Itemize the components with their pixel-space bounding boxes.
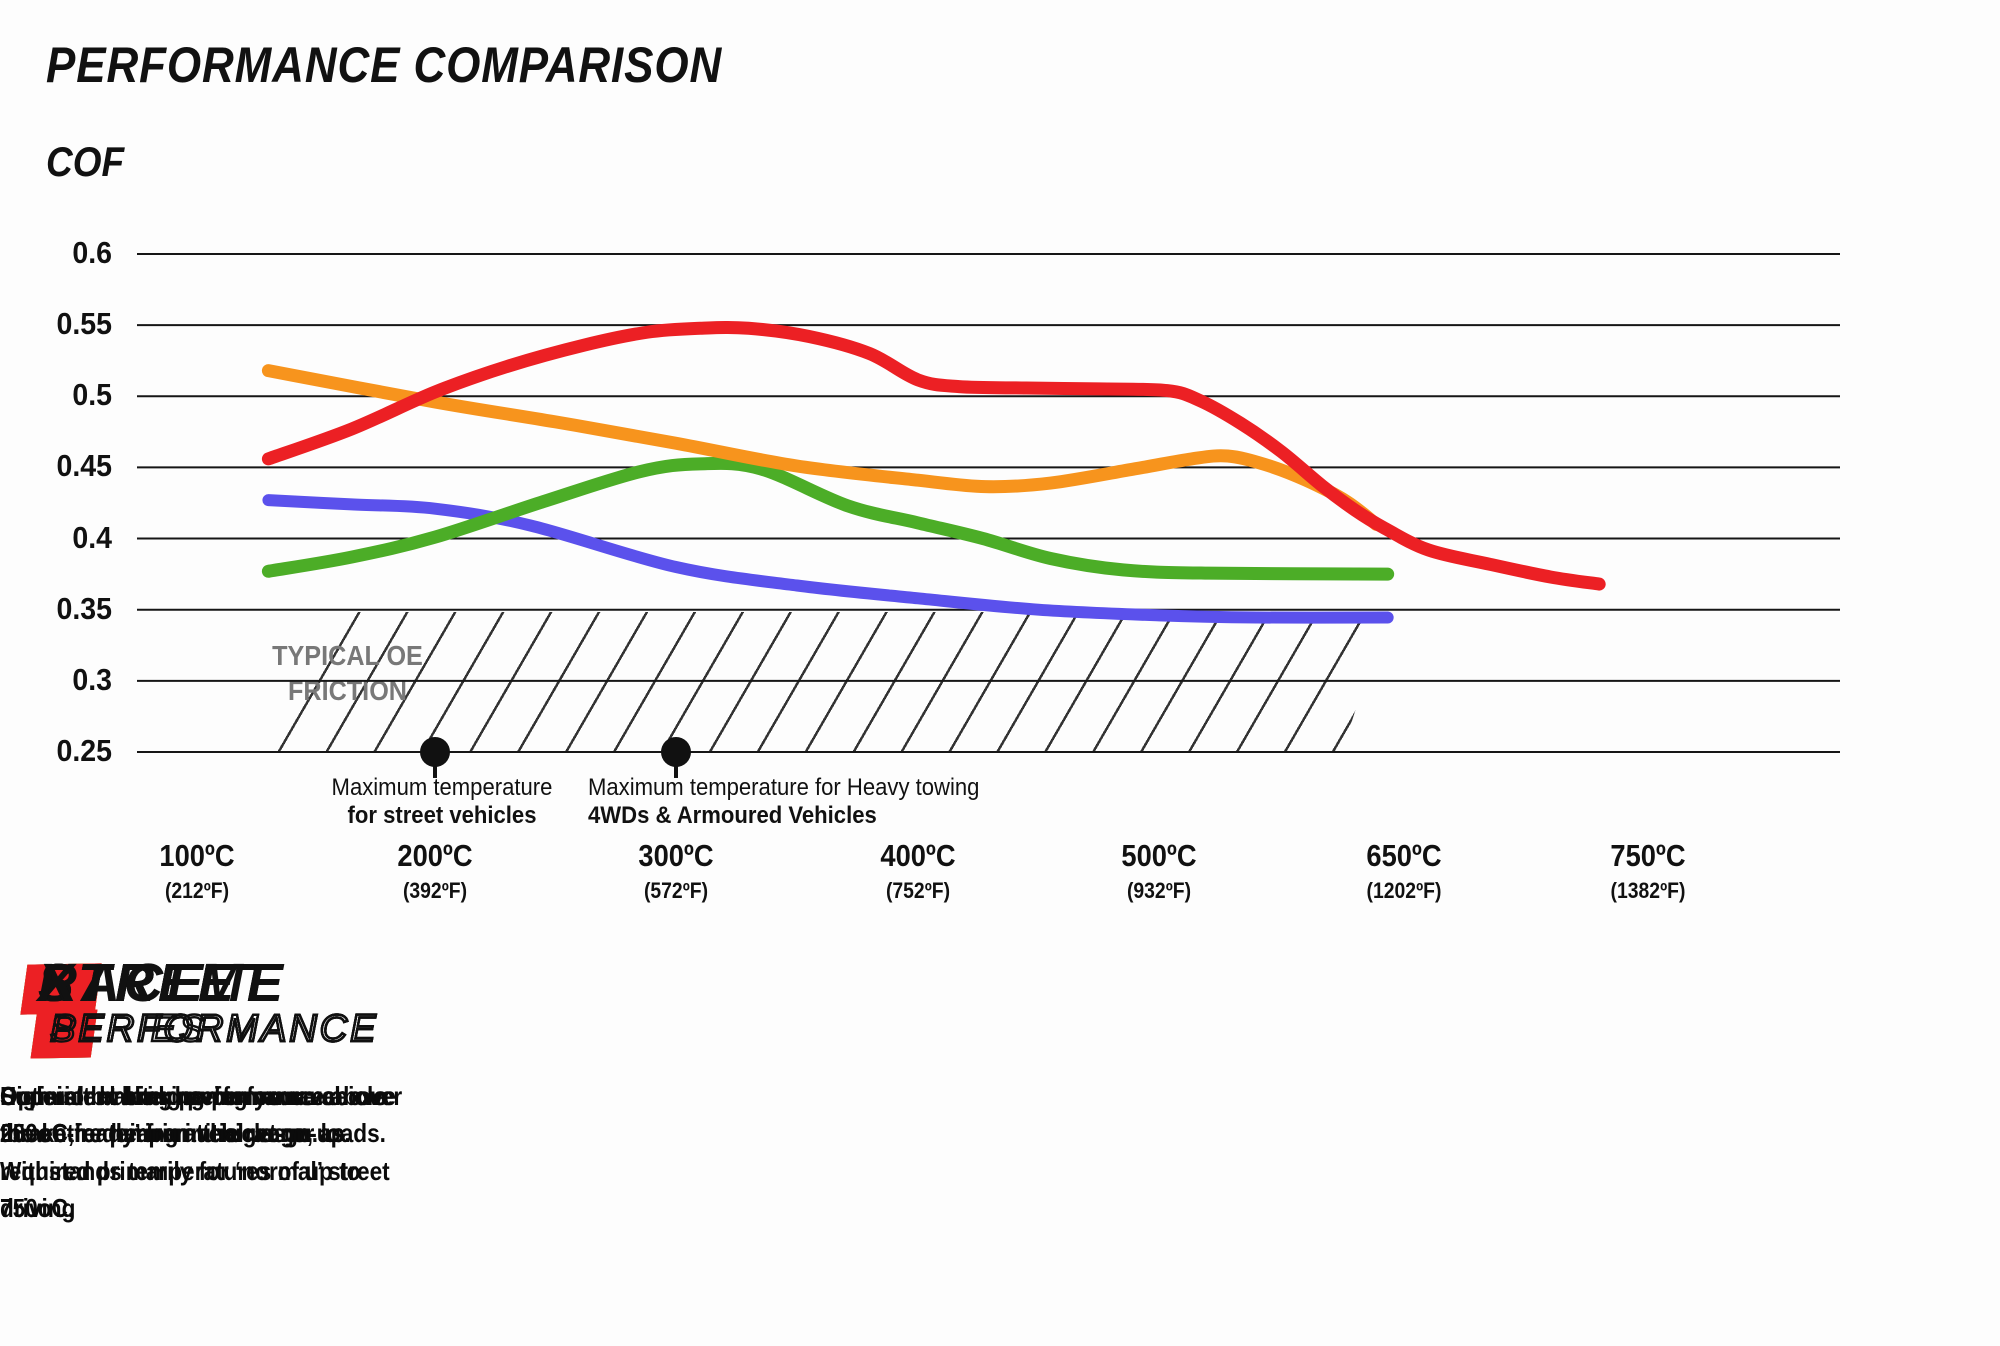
logo-word-primary: XTREME <box>38 953 288 1013</box>
legend-description: Superior braking performance above 200oC… <box>0 1081 396 1149</box>
legend-xtreme-performance: XTREME PERFORMANCE High initial bite, ha… <box>0 953 480 1179</box>
legend-race-performance: RACE PERFORMANCE Optimal braking perform… <box>0 953 480 1254</box>
x-tick-100c: 100ºC (212ºF) <box>107 838 287 904</box>
logo-word-primary: STREET <box>38 953 276 1013</box>
oe-friction-band <box>265 612 1387 752</box>
y-axis-title: COF <box>46 138 125 185</box>
street-performance-logo: STREET PERFORMANCE <box>0 953 480 1070</box>
y-tick-0.6: 0.6 <box>72 235 112 270</box>
x-tick-celsius: 750ºC <box>1610 838 1686 873</box>
x-tick-fahrenheit: (212ºF) <box>164 878 230 903</box>
legend-street-performance: STREET PERFORMANCE Superior braking perf… <box>0 953 480 1179</box>
y-tick-0.25: 0.25 <box>56 732 112 768</box>
xtreme-performance-logo: XTREME PERFORMANCE <box>0 953 480 1070</box>
x-tick-fahrenheit: (1202ºF) <box>1366 878 1442 903</box>
x-tick-200c: 200ºC (392ºF) <box>345 838 525 904</box>
y-tick-0.4: 0.4 <box>72 519 112 555</box>
page-title: PERFORMANCE COMPARISON <box>46 37 723 93</box>
logo-word-secondary: SERIES <box>49 1007 208 1051</box>
y-tick-0.35: 0.35 <box>56 590 112 626</box>
legend-description: Consistent braking performance over the … <box>0 1081 403 1224</box>
x-tick-650c: 650ºC (1202ºF) <box>1314 838 1494 904</box>
x-tick-300c: 300ºC (572ºF) <box>586 838 766 904</box>
street-series-logo: STREET SERIES <box>0 953 480 1070</box>
x-tick-celsius: 300ºC <box>638 838 714 873</box>
annotation-line1: Maximum temperature for Heavy towing <box>588 774 980 801</box>
logo-word-secondary: PERFORMANCE <box>49 1007 379 1051</box>
y-tick-0.3: 0.3 <box>72 661 112 697</box>
x-tick-fahrenheit: (572ºF) <box>643 878 709 903</box>
x-tick-celsius: 650ºC <box>1366 838 1442 873</box>
x-tick-500c: 500ºC (932ºF) <box>1069 838 1249 904</box>
logo-word-secondary: PERFORMANCE <box>49 1007 379 1051</box>
annotation-line2: for street vehicles <box>347 802 537 830</box>
y-tick-0.55: 0.55 <box>56 306 112 342</box>
annotation-line1: Maximum temperature <box>331 774 553 801</box>
legend-description: High initial bite, having your vehicle ‘… <box>0 1081 386 1149</box>
legend-street-series: STREET SERIES Consistent braking perform… <box>0 953 480 1254</box>
logo-word-primary: RACE <box>38 953 208 1013</box>
x-tick-fahrenheit: (752ºF) <box>885 878 951 903</box>
x-tick-fahrenheit: (932ºF) <box>1126 878 1192 903</box>
annotation-heavy-towing-max-temp: Maximum temperature for Heavy towing 4WD… <box>588 774 979 831</box>
annotation-street-max-temp: Maximum temperature for street vehicles <box>304 774 580 831</box>
annotation-line2: 4WDs & Armoured Vehicles <box>588 802 877 830</box>
x-tick-fahrenheit: (1382ºF) <box>1610 878 1686 903</box>
x-tick-celsius: 500ºC <box>1121 838 1197 873</box>
x-tick-fahrenheit: (392ºF) <box>402 878 468 903</box>
x-tick-celsius: 100ºC <box>159 838 235 873</box>
logo-word-secondary: PERFORMANCE <box>49 1007 379 1051</box>
legend-description: Optimal braking performance above 250oC,… <box>0 1081 388 1224</box>
logo-word-primary: STREET <box>38 953 276 1013</box>
y-tick-0.45: 0.45 <box>56 448 112 484</box>
performance-chart <box>137 253 1840 778</box>
x-tick-400c: 400ºC (752ºF) <box>828 838 1008 904</box>
x-tick-celsius: 200ºC <box>397 838 473 873</box>
oe-friction-label-line1: TYPICAL OE <box>272 640 423 671</box>
race-performance-logo: RACE PERFORMANCE <box>0 953 480 1070</box>
y-tick-0.5: 0.5 <box>72 377 112 413</box>
x-tick-750c: 750ºC (1382ºF) <box>1558 838 1738 904</box>
x-tick-celsius: 400ºC <box>880 838 956 873</box>
